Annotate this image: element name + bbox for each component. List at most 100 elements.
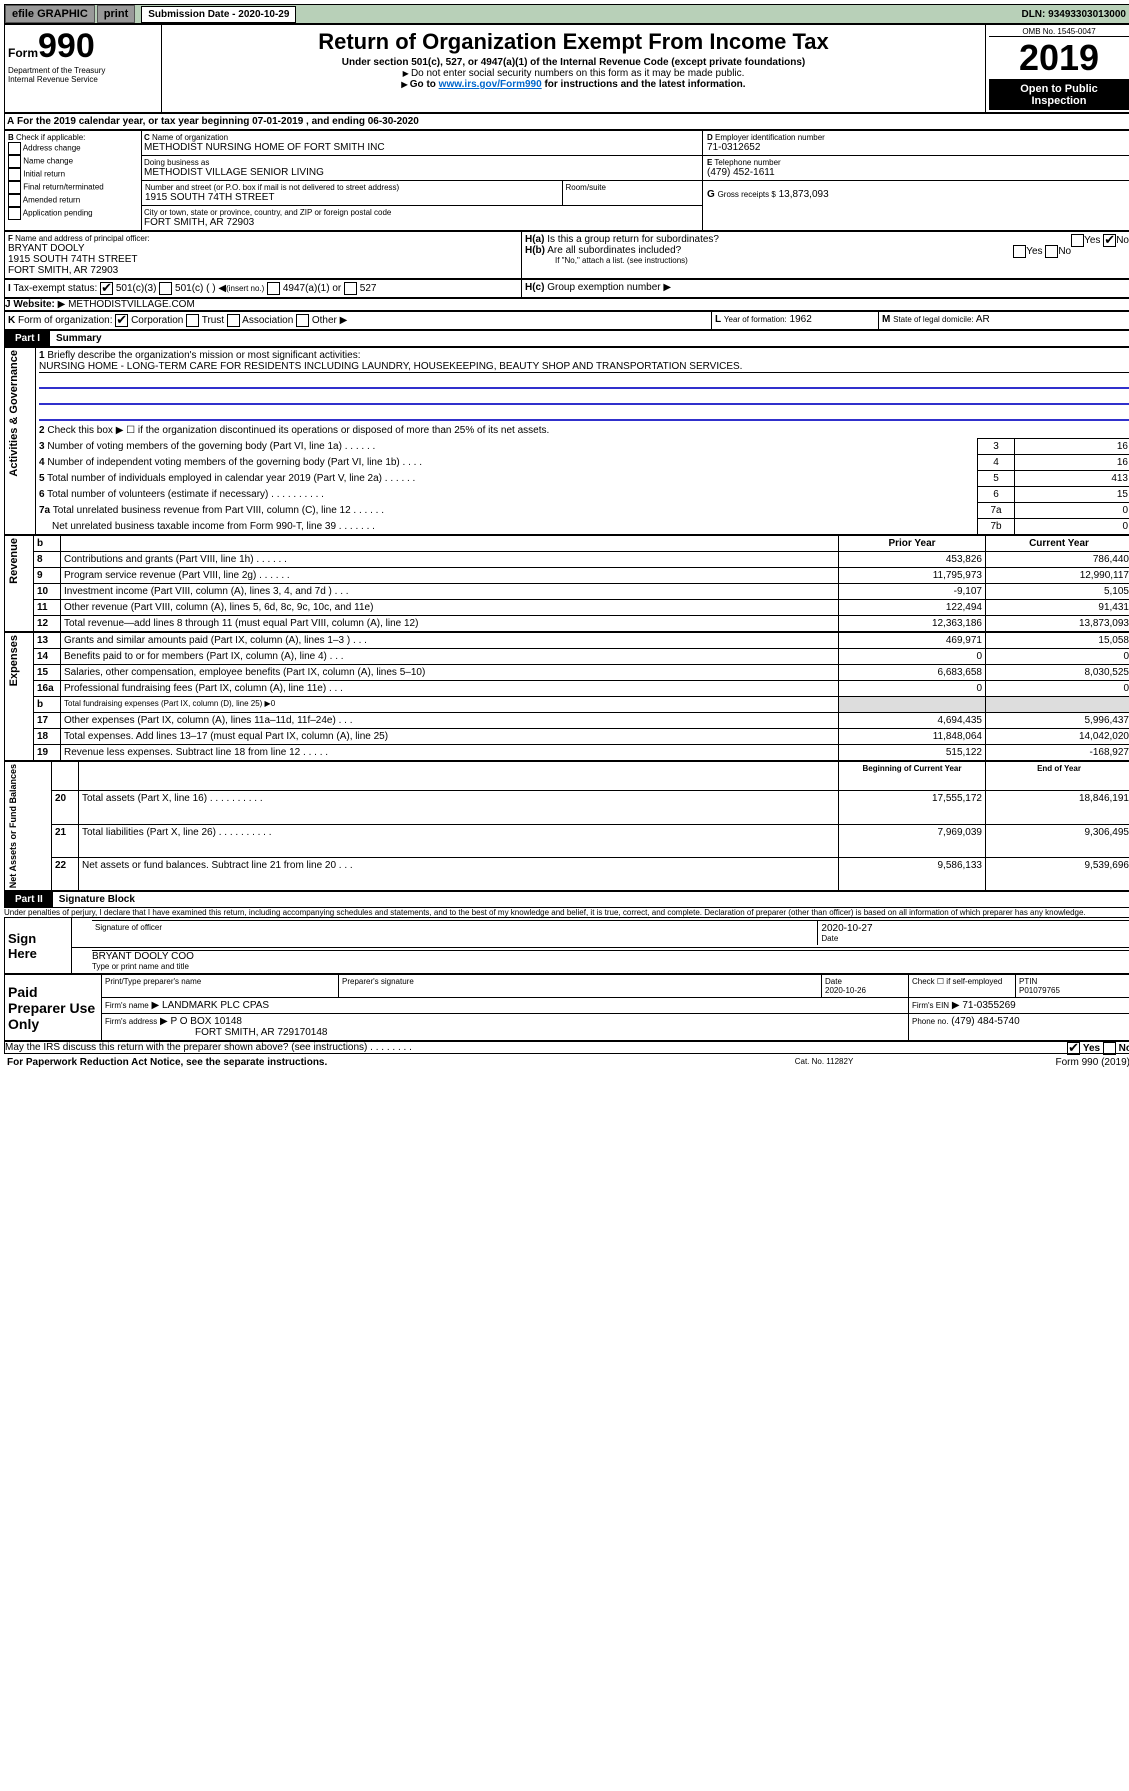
rev-11p: 122,494 bbox=[839, 600, 986, 616]
part1-label: Part I bbox=[5, 331, 50, 346]
year-formation: 1962 bbox=[790, 314, 812, 325]
rev-8c: 786,440 bbox=[986, 552, 1129, 568]
corp-checkbox[interactable] bbox=[115, 314, 128, 327]
omb: OMB No. 1545-0047 bbox=[989, 27, 1129, 37]
501c3-checkbox[interactable] bbox=[100, 282, 113, 295]
gross-label: Gross receipts $ bbox=[718, 190, 776, 199]
initial-return-checkbox[interactable] bbox=[8, 168, 21, 181]
527-checkbox[interactable] bbox=[344, 282, 357, 295]
4947-checkbox[interactable] bbox=[267, 282, 280, 295]
exp-15c: 8,030,525 bbox=[986, 665, 1129, 681]
irs-link[interactable]: www.irs.gov/Form990 bbox=[439, 79, 542, 90]
exp-19p: 515,122 bbox=[839, 745, 986, 761]
exp-14c: 0 bbox=[986, 649, 1129, 665]
val-3: 16 bbox=[1015, 439, 1129, 455]
trust-checkbox[interactable] bbox=[186, 314, 199, 327]
rev-12c: 13,873,093 bbox=[986, 616, 1129, 632]
prior-year-header: Prior Year bbox=[839, 536, 986, 552]
tax-exempt-label: Tax-exempt status: bbox=[13, 283, 97, 294]
sig-date-label: Date bbox=[821, 934, 1126, 943]
net-20p: 17,555,172 bbox=[839, 791, 986, 824]
mission: NURSING HOME - LONG-TERM CARE FOR RESIDE… bbox=[39, 361, 1129, 373]
begin-year-header: Beginning of Current Year bbox=[839, 762, 986, 791]
form-number: 990 bbox=[38, 27, 95, 65]
current-year-header: Current Year bbox=[986, 536, 1129, 552]
net-22p: 9,586,133 bbox=[839, 857, 986, 890]
penalty-text: Under penalties of perjury, I declare th… bbox=[4, 908, 1129, 917]
net-22c: 9,539,696 bbox=[986, 857, 1129, 890]
side-revenue: Revenue bbox=[8, 538, 20, 584]
ha-no[interactable] bbox=[1103, 234, 1116, 247]
gross-receipts: 13,873,093 bbox=[779, 189, 829, 200]
form-org-label: Form of organization: bbox=[18, 315, 113, 326]
amended-return-checkbox[interactable] bbox=[8, 194, 21, 207]
check-if-applicable: Check if applicable: bbox=[16, 133, 85, 142]
subtitle: Under section 501(c), 527, or 4947(a)(1)… bbox=[165, 57, 982, 68]
exp-14p: 0 bbox=[839, 649, 986, 665]
final-return-checkbox[interactable] bbox=[8, 181, 21, 194]
print-button[interactable]: print bbox=[97, 5, 135, 23]
val-4: 16 bbox=[1015, 455, 1129, 471]
phone: (479) 452-1611 bbox=[707, 167, 1128, 178]
dba-label: Doing business as bbox=[144, 158, 700, 167]
open-inspection: Open to Public Inspection bbox=[989, 80, 1129, 110]
end-year-header: End of Year bbox=[986, 762, 1129, 791]
exp-17c: 5,996,437 bbox=[986, 713, 1129, 729]
exp-17p: 4,694,435 bbox=[839, 713, 986, 729]
dln-label: DLN: 93493303013000 bbox=[1015, 7, 1129, 22]
officer-addr2: FORT SMITH, AR 72903 bbox=[8, 265, 518, 276]
city: FORT SMITH, AR 72903 bbox=[144, 217, 700, 228]
city-label: City or town, state or province, country… bbox=[144, 208, 700, 217]
address-change-checkbox[interactable] bbox=[8, 142, 21, 155]
name-change-checkbox[interactable] bbox=[8, 155, 21, 168]
val-7b: 0 bbox=[1015, 519, 1129, 535]
officer-name-title: BRYANT DOOLY COO bbox=[92, 951, 194, 962]
phone-label: Telephone number bbox=[714, 158, 780, 167]
hb-no[interactable] bbox=[1045, 245, 1058, 258]
q2: Check this box ▶ ☐ if the organization d… bbox=[47, 425, 549, 436]
other-checkbox[interactable] bbox=[296, 314, 309, 327]
ha-label: Is this a group return for subordinates? bbox=[547, 234, 719, 245]
501c-checkbox[interactable] bbox=[159, 282, 172, 295]
efile-button[interactable]: efile GRAPHIC bbox=[5, 5, 95, 23]
org-name-label: Name of organization bbox=[152, 133, 228, 142]
discuss-no[interactable] bbox=[1103, 1042, 1116, 1055]
ha-yes[interactable] bbox=[1071, 234, 1084, 247]
officer-name: BRYANT DOOLY bbox=[8, 243, 518, 254]
prep-name-label: Print/Type preparer's name bbox=[102, 975, 339, 998]
note2: Go to www.irs.gov/Form990 for instructio… bbox=[165, 79, 982, 90]
rev-9c: 12,990,117 bbox=[986, 568, 1129, 584]
net-21c: 9,306,495 bbox=[986, 824, 1129, 857]
firm-addr2: FORT SMITH, AR 729170148 bbox=[105, 1027, 327, 1038]
state-domicile: AR bbox=[976, 314, 990, 325]
sign-here: Sign Here bbox=[5, 918, 72, 974]
side-expenses: Expenses bbox=[8, 635, 20, 686]
prep-date: 2020-10-26 bbox=[825, 986, 866, 995]
firm-ein: 71-0355269 bbox=[962, 1000, 1015, 1011]
assoc-checkbox[interactable] bbox=[227, 314, 240, 327]
part2-label: Part II bbox=[5, 892, 53, 907]
exp-18p: 11,848,064 bbox=[839, 729, 986, 745]
rev-10c: 5,105 bbox=[986, 584, 1129, 600]
form-prefix: Form bbox=[8, 46, 38, 60]
form-footer: Form 990 (2019) bbox=[1056, 1057, 1129, 1068]
name-title-label: Type or print name and title bbox=[92, 962, 1129, 971]
rev-9p: 11,795,973 bbox=[839, 568, 986, 584]
submission-date: Submission Date - 2020-10-29 bbox=[141, 6, 296, 23]
self-employed: Check ☐ if self-employed bbox=[909, 975, 1016, 998]
website: METHODISTVILLAGE.COM bbox=[68, 299, 195, 310]
hb-yes[interactable] bbox=[1013, 245, 1026, 258]
part2-title: Signature Block bbox=[53, 894, 135, 905]
firm-phone: (479) 484-5740 bbox=[951, 1016, 1019, 1027]
application-pending-checkbox[interactable] bbox=[8, 207, 21, 220]
q1: Briefly describe the organization's miss… bbox=[47, 350, 360, 361]
room-label: Room/suite bbox=[566, 183, 700, 192]
top-toolbar: efile GRAPHIC print Submission Date - 20… bbox=[4, 4, 1129, 24]
exp-16ac: 0 bbox=[986, 681, 1129, 697]
net-20c: 18,846,191 bbox=[986, 791, 1129, 824]
exp-16ap: 0 bbox=[839, 681, 986, 697]
website-label: Website: bbox=[13, 299, 55, 310]
officer-addr1: 1915 SOUTH 74TH STREET bbox=[8, 254, 518, 265]
prep-sig-label: Preparer's signature bbox=[339, 975, 822, 998]
discuss-yes[interactable] bbox=[1067, 1042, 1080, 1055]
